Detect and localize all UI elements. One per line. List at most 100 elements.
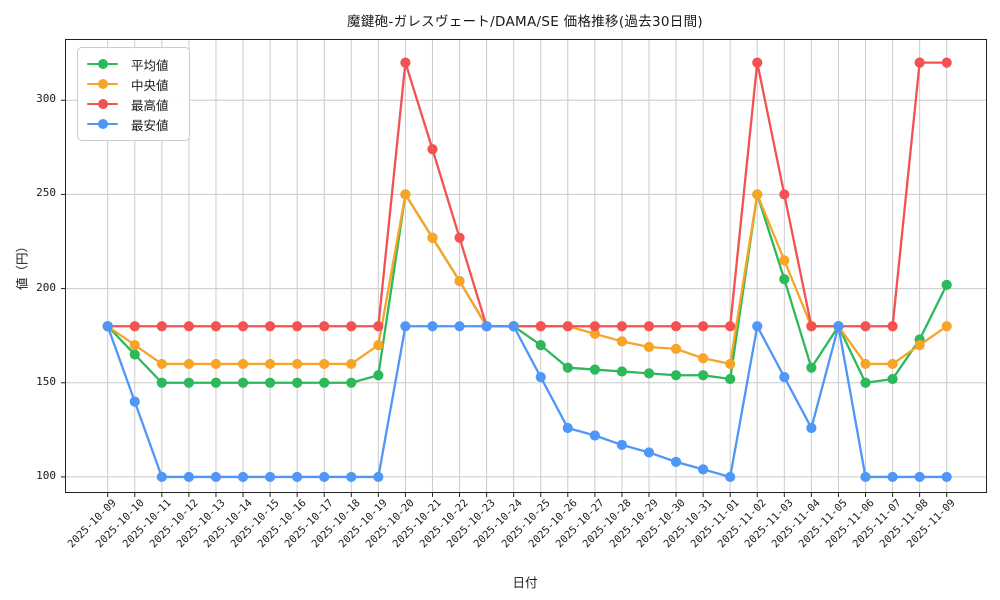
legend: 平均値 中央値 最高値 最安値: [77, 47, 190, 141]
data-point: [725, 373, 736, 385]
data-point: [210, 471, 222, 483]
data-point: [129, 321, 140, 332]
data-point: [454, 321, 465, 332]
data-point: [183, 358, 194, 370]
data-point: [183, 321, 194, 332]
series-line-中央値: [107, 193, 948, 366]
data-point: [535, 372, 546, 383]
data-point: [589, 328, 600, 339]
data-point: [156, 377, 167, 388]
data-point: [427, 232, 438, 243]
data-point: [752, 57, 763, 68]
data-point: [508, 321, 519, 332]
data-point: [670, 370, 682, 381]
data-point: [183, 377, 194, 388]
data-point: [373, 321, 384, 332]
line-marker-icon: [87, 118, 118, 130]
legend-label: 中央値: [131, 77, 169, 93]
series-line-最安値: [106, 325, 947, 479]
data-point: [292, 471, 303, 483]
data-point: [698, 464, 709, 475]
data-point: [725, 321, 736, 332]
legend-item-max: 最高値: [87, 94, 169, 114]
data-point: [400, 321, 411, 332]
y-tick-label: 150: [36, 374, 56, 388]
legend-label: 平均値: [131, 57, 169, 73]
data-point: [589, 321, 600, 332]
data-point: [914, 57, 925, 68]
data-point: [454, 275, 465, 287]
line-marker-icon: [87, 78, 118, 90]
plot-area: 平均値 中央値 最高値 最安値: [61, 39, 987, 497]
data-point: [562, 422, 573, 434]
data-point: [670, 321, 682, 332]
data-point: [373, 471, 384, 483]
data-point: [725, 471, 736, 483]
data-point: [319, 321, 330, 332]
data-point: [887, 321, 898, 332]
data-point: [833, 321, 844, 332]
data-point: [129, 349, 140, 360]
y-tick-label: 300: [36, 92, 56, 106]
data-point: [887, 471, 898, 483]
x-axis-label: 日付: [512, 575, 538, 590]
data-point: [264, 321, 276, 332]
data-point: [725, 358, 736, 370]
data-point: [616, 439, 628, 451]
legend-item-min: 最安値: [87, 114, 169, 134]
legend-label: 最安値: [131, 117, 169, 133]
data-point: [643, 341, 655, 353]
data-point: [156, 358, 167, 370]
data-point: [779, 274, 790, 285]
data-point: [806, 321, 817, 332]
legend-item-average: 平均値: [87, 54, 169, 74]
data-point: [941, 321, 952, 332]
data-point: [562, 362, 573, 373]
data-point: [914, 340, 925, 351]
y-tick-label: 250: [36, 186, 56, 200]
data-point: [752, 321, 763, 332]
legend-item-median: 中央値: [87, 74, 169, 94]
data-point: [616, 336, 628, 347]
plot-svg: [61, 40, 986, 497]
data-point: [400, 189, 411, 200]
data-point: [535, 340, 546, 351]
data-point: [779, 189, 790, 200]
data-point: [941, 57, 952, 68]
data-point: [237, 358, 249, 370]
data-point: [779, 255, 790, 266]
data-point: [319, 358, 330, 370]
data-point: [860, 358, 871, 370]
data-point: [887, 358, 898, 370]
legend-label: 最高値: [131, 97, 169, 113]
chart-title: 魔鍵砲-ガレスヴェート/DAMA/SE 価格推移(過去30日間): [347, 14, 703, 30]
data-point: [616, 366, 628, 377]
data-point: [887, 373, 898, 385]
data-point: [562, 321, 573, 332]
data-point: [698, 321, 709, 332]
data-point: [698, 353, 709, 364]
data-point: [752, 189, 763, 200]
data-point: [860, 321, 871, 332]
data-point: [616, 321, 628, 332]
data-point: [373, 340, 384, 351]
data-point: [156, 471, 167, 483]
y-tick-label: 200: [36, 280, 56, 294]
data-point: [535, 321, 546, 332]
data-point: [670, 343, 682, 354]
data-point: [806, 422, 817, 434]
data-point: [643, 321, 655, 332]
data-point: [102, 321, 113, 332]
data-point: [237, 377, 249, 388]
data-point: [860, 377, 871, 388]
data-point: [264, 377, 276, 388]
data-point: [941, 279, 952, 290]
data-point: [346, 471, 357, 483]
line-marker-icon: [87, 98, 118, 110]
data-point: [292, 321, 303, 332]
data-point: [589, 430, 600, 441]
data-point: [210, 377, 222, 388]
data-point: [346, 377, 357, 388]
data-point: [914, 471, 925, 483]
